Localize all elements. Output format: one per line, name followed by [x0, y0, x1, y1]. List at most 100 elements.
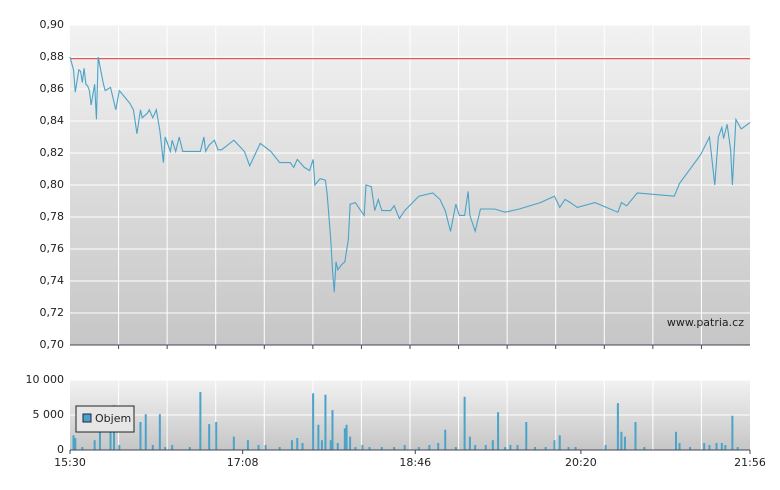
volume-bar [544, 446, 547, 450]
y-tick-label: 0,80 [40, 178, 65, 191]
volume-bar [199, 391, 202, 450]
volume-bar [620, 431, 623, 450]
x-tick-label: 20:20 [565, 456, 597, 469]
volume-bar [708, 445, 711, 450]
volume-bar [278, 446, 281, 450]
volume-bar [497, 412, 500, 450]
volume-bar [336, 443, 339, 450]
volume-bar [678, 443, 681, 450]
volume-bar [290, 440, 293, 450]
volume-bar [320, 440, 323, 450]
volume-bar [151, 445, 154, 450]
y-tick-label: 0,76 [40, 242, 65, 255]
volume-bar [689, 446, 692, 450]
watermark: www.patria.cz [667, 316, 744, 329]
volume-bar [361, 445, 364, 450]
volume-bar [246, 440, 249, 450]
volume-bar [74, 438, 77, 450]
volume-bar [98, 431, 101, 450]
volume-bar [444, 429, 447, 450]
volume-bar [257, 445, 260, 450]
volume-bar [139, 422, 142, 450]
volume-bar [715, 443, 718, 450]
volume-bar [574, 446, 577, 450]
y-tick-label: 0,78 [40, 210, 65, 223]
volume-bar [403, 445, 406, 450]
volume-bar [736, 446, 739, 450]
volume-bar [604, 445, 607, 450]
volume-bar [468, 436, 471, 450]
volume-bar [301, 443, 304, 450]
volume-bar [329, 440, 332, 450]
y-tick-label: 0,74 [40, 274, 65, 287]
volume-bar [343, 428, 346, 450]
volume-bar [504, 446, 507, 450]
volume-bar [144, 414, 147, 450]
volume-bar [215, 422, 218, 450]
volume-bar [675, 431, 678, 450]
volume-bar [354, 446, 357, 450]
volume-bar [558, 435, 561, 450]
x-tick-label: 21:56 [734, 456, 766, 469]
volume-bar [171, 445, 174, 450]
x-tick-label: 18:46 [399, 456, 431, 469]
y-tick-label: 0,84 [40, 114, 65, 127]
volume-bar [474, 445, 477, 450]
legend-label: Objem [95, 412, 131, 425]
y-tick-label: 0,70 [40, 338, 65, 351]
volume-bar [109, 424, 112, 450]
volume-bar [428, 445, 431, 450]
y-tick-label: 5 000 [33, 408, 65, 421]
y-tick-label: 0,82 [40, 146, 65, 159]
y-tick-label: 0,72 [40, 306, 65, 319]
x-tick-label: 17:08 [227, 456, 259, 469]
volume-bar [567, 446, 570, 450]
volume-bar [380, 446, 383, 450]
volume-bar [296, 438, 299, 450]
volume-bar [158, 414, 161, 450]
volume-bar [72, 435, 75, 450]
volume-bar [463, 396, 466, 450]
y-tick-label: 0,86 [40, 82, 65, 95]
volume-bar [331, 410, 334, 450]
volume-bar [516, 445, 519, 450]
volume-bar [724, 445, 727, 450]
volume-bar [454, 446, 457, 450]
volume-bar [623, 436, 626, 450]
y-tick-label: 0,88 [40, 50, 65, 63]
volume-bar [534, 446, 537, 450]
volume-bar [616, 403, 619, 450]
volume-bar [437, 443, 440, 450]
volume-bar [312, 393, 315, 450]
volume-bar [232, 436, 235, 450]
legend: Objem [75, 405, 135, 433]
volume-bar [417, 446, 420, 450]
volume-bar [208, 424, 211, 450]
x-tick-label: 15:30 [54, 456, 86, 469]
volume-bar [634, 422, 637, 450]
y-tick-label: 10 000 [26, 373, 65, 386]
volume-bar [491, 440, 494, 450]
y-tick-label: 0,90 [40, 18, 65, 31]
volume-bar [643, 446, 646, 450]
volume-bar [525, 422, 528, 450]
y-tick-label: 0 [57, 443, 64, 456]
volume-bar [118, 445, 121, 450]
volume-bar [484, 445, 487, 450]
volume-bar [317, 424, 320, 450]
volume-bar [345, 424, 348, 450]
volume-bar [264, 445, 267, 450]
volume-bar [368, 446, 371, 450]
volume-bar [703, 443, 706, 450]
volume-bar [509, 445, 512, 450]
volume-bar [731, 415, 734, 450]
volume-bar [349, 436, 352, 450]
volume-bar [720, 443, 723, 450]
volume-bar [393, 446, 396, 450]
volume-bar [188, 446, 191, 450]
volume-bar [93, 440, 96, 450]
price-line [69, 56, 751, 293]
volume-bar [553, 440, 556, 450]
volume-bar [324, 394, 327, 450]
